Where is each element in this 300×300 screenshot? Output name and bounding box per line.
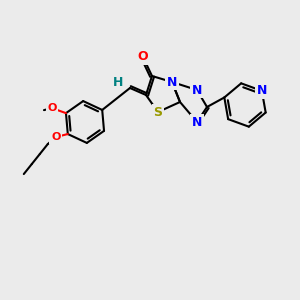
- Text: O: O: [51, 132, 61, 142]
- Text: S: S: [154, 106, 163, 118]
- Text: H: H: [113, 76, 123, 88]
- Text: N: N: [192, 83, 202, 97]
- Text: O: O: [138, 50, 148, 64]
- Text: N: N: [257, 84, 267, 98]
- Text: N: N: [167, 76, 177, 88]
- Text: O: O: [47, 103, 57, 113]
- Text: N: N: [192, 116, 202, 128]
